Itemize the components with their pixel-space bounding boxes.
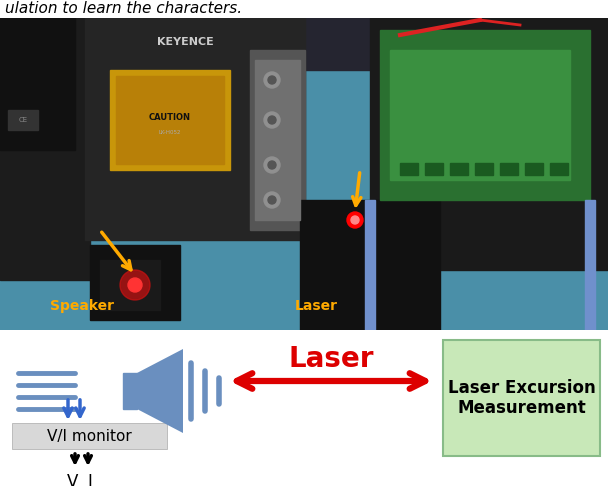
Bar bbox=[390, 50, 570, 180]
Circle shape bbox=[351, 216, 359, 224]
FancyBboxPatch shape bbox=[443, 340, 600, 456]
Circle shape bbox=[264, 157, 280, 173]
Bar bbox=[100, 260, 160, 310]
Text: CAUTION: CAUTION bbox=[149, 114, 191, 122]
Circle shape bbox=[128, 278, 142, 292]
Text: V: V bbox=[67, 473, 78, 486]
Text: Laser Excursion: Laser Excursion bbox=[447, 379, 595, 397]
Bar bbox=[425, 163, 443, 175]
Text: Measurement: Measurement bbox=[457, 399, 586, 417]
Bar bbox=[475, 163, 493, 175]
Bar bbox=[110, 70, 230, 170]
Bar bbox=[585, 200, 595, 330]
Polygon shape bbox=[137, 349, 183, 433]
Bar bbox=[380, 30, 590, 200]
Bar bbox=[85, 18, 305, 240]
Bar bbox=[255, 60, 300, 220]
Bar bbox=[116, 76, 224, 164]
Bar bbox=[123, 373, 137, 409]
Bar bbox=[450, 163, 468, 175]
Text: CE: CE bbox=[18, 117, 27, 123]
Text: I: I bbox=[88, 473, 92, 486]
Text: KEYENCE: KEYENCE bbox=[157, 37, 213, 47]
Bar bbox=[0, 18, 608, 70]
Bar bbox=[0, 18, 90, 280]
Circle shape bbox=[264, 192, 280, 208]
Circle shape bbox=[347, 212, 363, 228]
Circle shape bbox=[120, 270, 150, 300]
Circle shape bbox=[268, 196, 276, 204]
Bar bbox=[500, 163, 518, 175]
Bar bbox=[365, 200, 375, 330]
FancyBboxPatch shape bbox=[12, 423, 167, 449]
Bar bbox=[300, 200, 440, 330]
Circle shape bbox=[264, 112, 280, 128]
Circle shape bbox=[268, 76, 276, 84]
Text: V/I monitor: V/I monitor bbox=[47, 429, 132, 444]
Circle shape bbox=[268, 116, 276, 124]
Text: Laser: Laser bbox=[288, 345, 374, 373]
Bar bbox=[400, 163, 418, 175]
Circle shape bbox=[264, 72, 280, 88]
Text: Laser: Laser bbox=[295, 299, 338, 313]
Bar bbox=[8, 110, 38, 130]
Bar bbox=[550, 163, 568, 175]
Text: Speaker: Speaker bbox=[50, 299, 114, 313]
Text: LK-H052: LK-H052 bbox=[159, 129, 181, 135]
Circle shape bbox=[268, 161, 276, 169]
Bar bbox=[370, 18, 608, 270]
Bar bbox=[250, 50, 305, 230]
Bar bbox=[0, 18, 75, 150]
Text: ulation to learn the characters.: ulation to learn the characters. bbox=[5, 0, 242, 16]
Bar bbox=[90, 245, 180, 320]
Bar bbox=[525, 163, 543, 175]
